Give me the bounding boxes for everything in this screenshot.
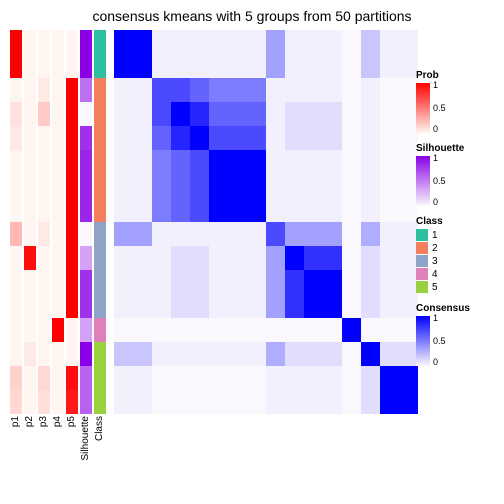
ann-col-p1 [10, 30, 22, 414]
ann-label-p3: p3 [38, 416, 52, 427]
ann-col-p4 [52, 30, 64, 414]
ann-col-p3 [38, 30, 50, 414]
legends: Prob 1 0.5 0 Silhouette 1 0.5 0 Class 12… [416, 70, 496, 376]
ann-col-Silhouette [80, 30, 92, 414]
annotation-columns [10, 30, 108, 414]
ann-label-p2: p2 [24, 416, 38, 427]
legend-silhouette: Silhouette 1 0.5 0 [416, 143, 496, 206]
legend-class: Class 12345 [416, 216, 496, 293]
ann-label-p4: p4 [52, 416, 66, 427]
ann-label-p1: p1 [10, 416, 24, 427]
legend-prob: Prob 1 0.5 0 [416, 70, 496, 133]
ann-col-p5 [66, 30, 78, 414]
legend-consensus: Consensus 1 0.5 0 [416, 303, 496, 366]
chart-title: consensus kmeans with 5 groups from 50 p… [0, 8, 504, 24]
consensus-heatmap [114, 30, 418, 414]
ann-col-Class [94, 30, 106, 414]
ann-label-p5: p5 [66, 416, 80, 427]
plot-area: p1p2p3p4p5SilhouetteClass [10, 30, 418, 414]
ann-label-Silhouette: Silhouette [80, 416, 94, 460]
ann-label-Class: Class [94, 416, 108, 441]
annotation-labels: p1p2p3p4p5SilhouetteClass [10, 416, 108, 460]
ann-col-p2 [24, 30, 36, 414]
